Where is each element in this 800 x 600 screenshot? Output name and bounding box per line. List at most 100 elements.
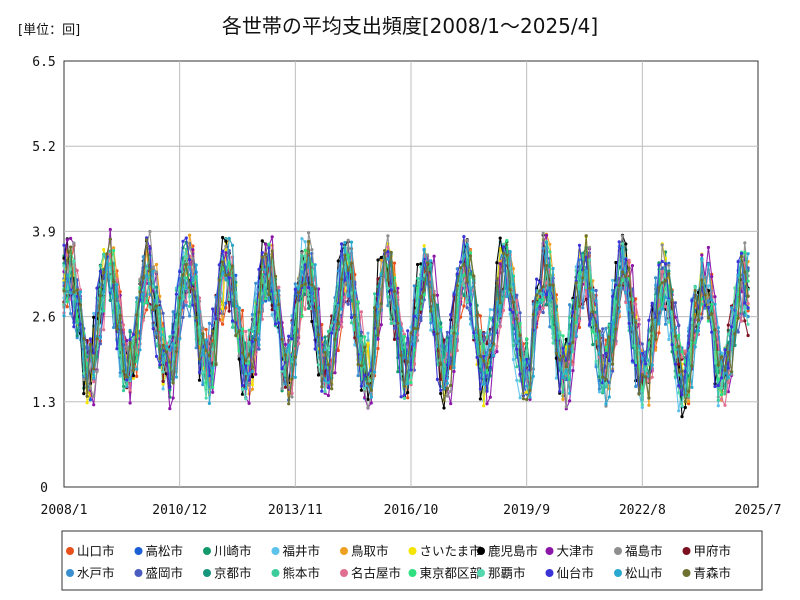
data-point — [250, 383, 254, 387]
data-point — [564, 365, 568, 369]
data-point — [178, 270, 182, 274]
data-point — [373, 292, 377, 296]
data-point — [468, 317, 473, 321]
data-point — [303, 289, 307, 293]
data-point — [604, 351, 608, 356]
data-point — [462, 235, 466, 239]
data-point — [112, 246, 116, 250]
data-point — [168, 335, 172, 339]
data-point — [558, 330, 562, 334]
data-point — [346, 254, 350, 258]
data-point — [640, 403, 644, 407]
data-point — [535, 277, 539, 281]
data-point — [700, 297, 704, 301]
data-point — [227, 309, 231, 313]
data-point — [501, 242, 506, 246]
legend-marker — [134, 547, 143, 555]
data-point — [224, 244, 228, 248]
data-point — [429, 309, 433, 313]
data-point — [300, 270, 304, 274]
data-point — [102, 248, 106, 252]
data-point — [501, 251, 506, 255]
data-point — [244, 359, 248, 363]
data-point — [620, 234, 625, 238]
data-point — [257, 310, 261, 314]
data-point — [442, 338, 446, 342]
data-point — [561, 390, 565, 394]
data-point — [283, 385, 287, 389]
data-point — [488, 332, 492, 336]
data-point — [131, 333, 135, 337]
data-point — [154, 304, 159, 308]
data-point — [158, 306, 162, 310]
data-point — [412, 314, 416, 318]
data-point — [422, 247, 426, 251]
data-point — [145, 238, 149, 242]
legend-label: 水戸市 — [77, 566, 115, 581]
data-point — [445, 394, 449, 398]
data-point — [95, 286, 99, 290]
data-point — [158, 356, 162, 360]
data-point — [293, 375, 297, 379]
data-point — [171, 342, 175, 346]
data-point — [323, 350, 327, 355]
data-point — [406, 396, 410, 400]
data-point — [706, 245, 711, 250]
data-point — [670, 298, 674, 302]
data-point — [746, 333, 750, 338]
data-point — [260, 301, 264, 305]
data-point — [92, 394, 96, 398]
data-point — [650, 375, 654, 379]
data-point — [88, 337, 92, 341]
data-point — [468, 292, 473, 296]
data-point — [452, 369, 456, 374]
data-point — [611, 278, 615, 282]
data-point — [667, 269, 671, 273]
data-point — [577, 290, 582, 294]
data-point — [181, 260, 185, 264]
data-point — [280, 367, 284, 371]
data-point — [687, 402, 691, 406]
data-point — [703, 303, 707, 307]
data-point — [640, 356, 644, 360]
legend-label: 盛岡市 — [146, 566, 184, 581]
data-point — [515, 298, 519, 303]
data-point — [660, 270, 664, 274]
data-point — [115, 283, 119, 287]
data-point — [673, 375, 678, 379]
data-point — [634, 384, 638, 389]
data-point — [326, 329, 330, 334]
data-point — [574, 334, 578, 338]
data-point — [445, 386, 449, 391]
data-point — [677, 384, 681, 388]
data-point — [604, 381, 608, 385]
data-point — [102, 328, 106, 332]
data-point — [624, 257, 628, 261]
data-point — [221, 249, 225, 253]
legend-label: 青森市 — [694, 566, 732, 581]
data-point — [283, 382, 287, 386]
data-point — [62, 289, 66, 293]
data-point — [416, 333, 420, 337]
data-point — [624, 274, 628, 279]
data-point — [439, 391, 443, 396]
data-point — [720, 376, 724, 380]
data-point — [515, 317, 519, 321]
data-point — [174, 318, 178, 322]
data-point — [356, 362, 360, 367]
data-point — [313, 287, 317, 291]
data-point — [449, 383, 453, 387]
data-point — [392, 261, 397, 265]
legend-item: 名古屋市 — [340, 566, 401, 581]
data-point — [168, 355, 172, 359]
legend-marker — [271, 547, 280, 555]
data-point — [376, 277, 380, 281]
data-point — [554, 297, 559, 302]
legend-item: 甲府市 — [682, 544, 731, 559]
data-point — [244, 397, 248, 401]
data-point — [640, 342, 644, 346]
data-point — [72, 259, 76, 264]
data-point — [379, 323, 383, 327]
data-point — [320, 385, 324, 389]
